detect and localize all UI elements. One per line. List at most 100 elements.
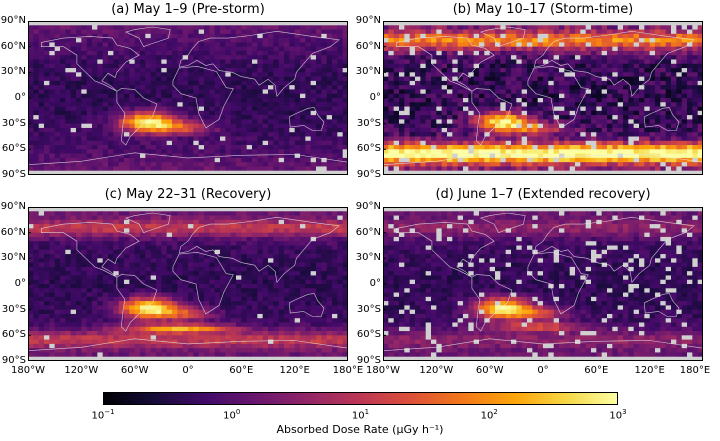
heatmap-cell [337, 123, 344, 129]
heatmap-cell [342, 127, 348, 133]
heatmap-cell [49, 162, 56, 167]
heatmap-cell [569, 132, 576, 137]
heatmap-cell [649, 25, 656, 30]
heatmap-cell [436, 115, 443, 120]
heatmap-cell [326, 215, 333, 221]
heatmap-cell [420, 102, 427, 107]
heatmap-cell [479, 68, 485, 73]
heatmap-cell [76, 33, 82, 39]
heatmap-cell [553, 132, 560, 137]
heatmap-cell [388, 89, 395, 95]
heatmap-cell [76, 115, 82, 120]
heatmap-cell [321, 162, 328, 167]
heatmap-cell [607, 98, 613, 103]
heatmap-cell [332, 207, 338, 212]
heatmap-cell [332, 119, 338, 125]
heatmap-cell [495, 149, 501, 154]
heatmap-cell [623, 89, 629, 95]
heatmap-cell [38, 59, 45, 65]
heatmap-cell [182, 162, 189, 167]
lat-tick-label: 90°S [356, 169, 381, 180]
heatmap-cell [54, 29, 61, 35]
heatmap-cell [660, 85, 667, 90]
panel-title: (a) May 1–9 (Pre-storm) [111, 2, 265, 17]
heatmap-cell [388, 145, 395, 150]
heatmap-cell [76, 149, 82, 154]
heatmap-cell [633, 140, 640, 146]
heatmap-cell [537, 50, 544, 56]
heatmap-cell [332, 115, 338, 120]
heatmap-cell [150, 249, 157, 255]
heatmap-cell [241, 157, 248, 163]
heatmap-cell [70, 215, 77, 221]
heatmap-cell [236, 93, 242, 99]
heatmap-cell [633, 42, 640, 48]
heatmap-cell [436, 119, 443, 125]
heatmap-cell [473, 162, 480, 167]
heatmap-cell [633, 123, 640, 129]
heatmap-cell [156, 33, 162, 39]
heatmap-cell [516, 33, 523, 39]
heatmap-cell [70, 46, 77, 52]
heatmap-cell [612, 145, 619, 150]
heatmap-cell [60, 249, 66, 255]
heatmap-cell [532, 38, 539, 43]
heatmap-cell [388, 85, 395, 90]
heatmap-cell [409, 72, 416, 77]
heatmap-cell [182, 119, 189, 125]
heatmap-cell [441, 166, 448, 172]
heatmap-cell [505, 132, 512, 137]
heatmap-cell [134, 29, 141, 35]
heatmap-cell [463, 157, 469, 163]
heatmap-cell [134, 123, 141, 129]
heatmap-cell [415, 153, 421, 159]
heatmap-cell [262, 21, 269, 26]
heatmap-cell [86, 145, 93, 150]
heatmap-cell [425, 80, 432, 86]
heatmap-cell [278, 241, 285, 246]
heatmap-cell [415, 46, 421, 52]
heatmap-cell [591, 63, 597, 69]
heatmap-cell [596, 80, 603, 86]
heatmap-cell [548, 132, 555, 137]
heatmap-cell [278, 136, 285, 142]
heatmap-cell [676, 55, 683, 60]
heatmap-cell [500, 63, 507, 69]
heatmap-cell [468, 110, 475, 116]
heatmap-cell [220, 55, 226, 60]
heatmap-cell [193, 207, 200, 212]
heatmap-cell [676, 106, 683, 112]
heatmap-cell [617, 42, 624, 48]
heatmap-cell [415, 115, 421, 120]
heatmap-cell [305, 211, 312, 216]
heatmap-cell [28, 136, 34, 142]
heatmap-cell [33, 136, 40, 142]
coastline [644, 107, 680, 131]
heatmap-cell [198, 170, 205, 175]
heatmap-cell [420, 127, 427, 133]
heatmap-cell [97, 127, 104, 133]
heatmap-cell [92, 25, 98, 30]
heatmap-cell [92, 110, 98, 116]
heatmap-cell [140, 93, 146, 99]
heatmap-cell [575, 98, 581, 103]
heatmap-cell [145, 50, 152, 56]
heatmap-cell [268, 106, 274, 112]
heatmap-cell [326, 38, 333, 43]
heatmap-cell [326, 85, 333, 90]
heatmap-cell [569, 21, 576, 26]
heatmap-cell [246, 29, 253, 35]
heatmap-cell [102, 157, 109, 163]
heatmap-cell [607, 33, 613, 39]
heatmap-cell [484, 59, 491, 65]
heatmap-cell [383, 68, 389, 73]
heatmap-cell [145, 110, 152, 116]
heatmap-cell [575, 127, 581, 133]
heatmap-cell [156, 228, 162, 234]
heatmap-cell [383, 110, 389, 116]
heatmap-cell [177, 241, 184, 246]
heatmap-cell [172, 166, 178, 172]
heatmap-cell [660, 21, 667, 26]
heatmap-cell [108, 145, 114, 150]
heatmap-cell [92, 140, 98, 146]
